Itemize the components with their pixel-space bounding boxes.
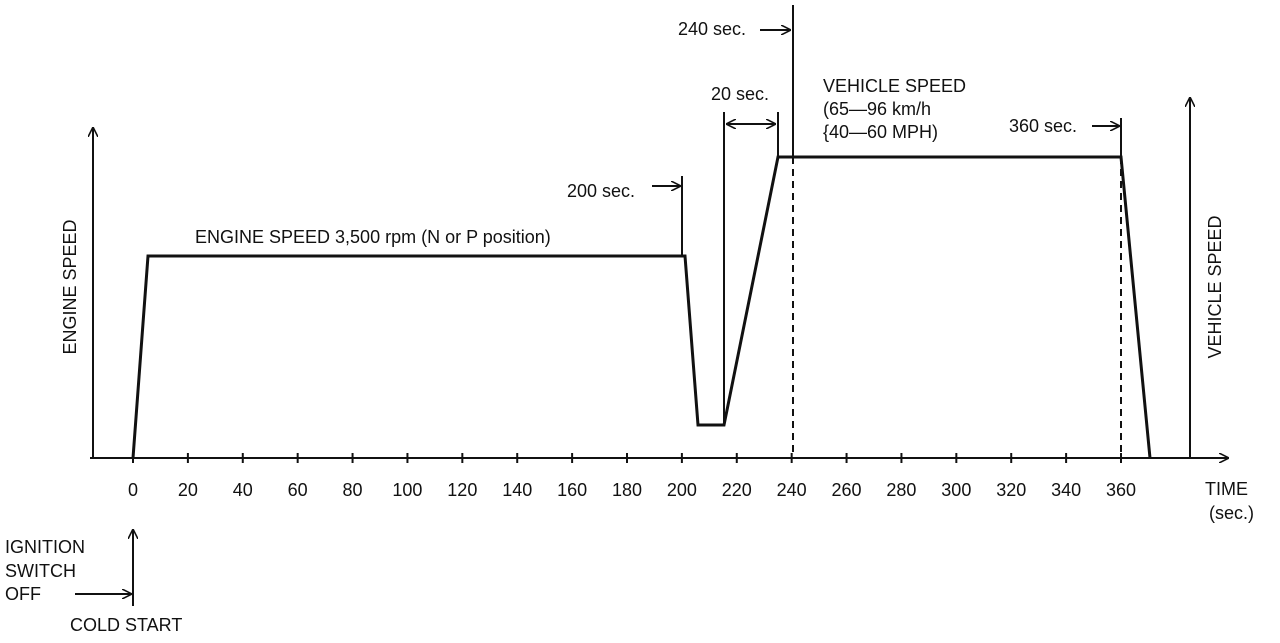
x-tick-label: 220 [722, 480, 752, 500]
y-axis-label: VEHICLE SPEED [1205, 215, 1225, 358]
x-axis-label: TIME [1205, 479, 1248, 499]
x-tick-label: 80 [343, 480, 363, 500]
x-tick-label: 340 [1051, 480, 1081, 500]
x-tick-label: 120 [447, 480, 477, 500]
x-tick-label: 100 [392, 480, 422, 500]
label: VEHICLE SPEED [823, 76, 966, 96]
x-tick-label: 360 [1106, 480, 1136, 500]
label: 240 sec. [678, 19, 746, 39]
y-axis-label: ENGINE SPEED [60, 219, 80, 354]
label: ENGINE SPEED 3,500 rpm (N or P position) [195, 227, 551, 247]
label: OFF [5, 584, 41, 604]
x-tick-label: 320 [996, 480, 1026, 500]
label: (65—96 km/h [823, 99, 931, 119]
x-tick-label: 200 [667, 480, 697, 500]
label: 200 sec. [567, 181, 635, 201]
x-tick-label: 60 [288, 480, 308, 500]
x-ticks: 0 20 40 60 80 100 120 140 160 180 200 220 240 260 280 3… [128, 453, 1136, 500]
x-tick-label: 180 [612, 480, 642, 500]
label: SWITCH [5, 561, 76, 581]
x-tick-label: 0 [128, 480, 138, 500]
x-tick-label: 240 [777, 480, 807, 500]
x-tick-label: 140 [502, 480, 532, 500]
x-axis-label: (sec.) [1209, 503, 1254, 523]
label: {40—60 MPH) [823, 122, 938, 142]
label: 20 sec. [711, 84, 769, 104]
x-tick-label: 20 [178, 480, 198, 500]
x-tick-label: 300 [941, 480, 971, 500]
x-tick-label: 280 [886, 480, 916, 500]
x-tick-label: 260 [832, 480, 862, 500]
label: 360 sec. [1009, 116, 1077, 136]
label: IGNITION [5, 537, 85, 557]
label: COLD START [70, 615, 182, 635]
x-tick-label: 160 [557, 480, 587, 500]
x-tick-label: 40 [233, 480, 253, 500]
profile [75, 5, 1152, 606]
axes [90, 98, 1228, 458]
